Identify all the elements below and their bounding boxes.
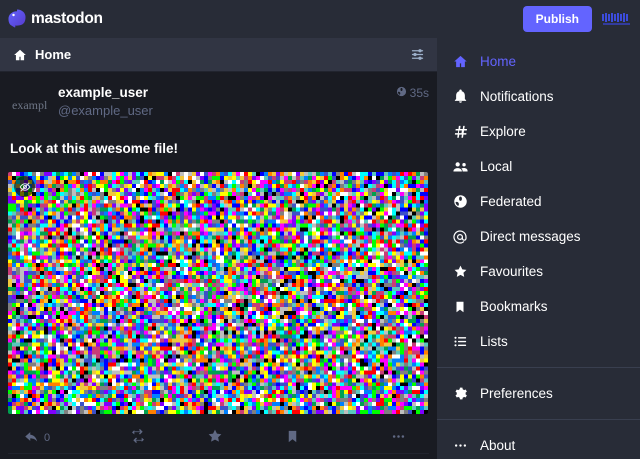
mastodon-elephant-icon	[8, 9, 26, 28]
reply-count: 0	[44, 431, 51, 444]
attached-image[interactable]	[8, 172, 428, 414]
status-header: exampl example_user @example_user	[8, 82, 429, 128]
status-post: exampl example_user @example_user	[0, 72, 437, 454]
sidebar-item-bookmarks[interactable]: Bookmarks	[437, 289, 640, 324]
sidebar-item-home[interactable]: Home	[437, 44, 640, 79]
sidebar-item-lists[interactable]: Lists	[437, 324, 640, 359]
ellipsis-icon	[451, 438, 469, 453]
navigation-sidebar: Home Notifications Explore Local	[437, 38, 640, 459]
home-icon	[13, 48, 27, 62]
sidebar-item-notifications[interactable]: Notifications	[437, 79, 640, 114]
account-link-redacted[interactable]	[601, 12, 632, 26]
status-names: example_user @example_user	[58, 82, 153, 120]
sidebar-item-favourites[interactable]: Favourites	[437, 254, 640, 289]
more-button[interactable]	[334, 429, 423, 447]
avatar-alt-text: exampl	[12, 98, 48, 112]
at-icon	[451, 229, 469, 245]
display-name[interactable]: example_user	[58, 85, 149, 100]
star-icon	[451, 264, 469, 279]
bookmark-icon	[451, 300, 469, 314]
list-icon	[451, 334, 469, 349]
reply-button[interactable]: 0	[14, 429, 101, 447]
boost-icon	[130, 428, 146, 447]
top-bar: mastodon Publish	[0, 0, 640, 38]
media-image-container[interactable]	[8, 172, 428, 414]
account-handle[interactable]: @example_user	[58, 103, 153, 118]
favourite-button[interactable]	[179, 428, 256, 447]
globe-icon	[396, 86, 407, 100]
status-action-bar: 0	[8, 422, 429, 454]
sidebar-item-federated[interactable]: Federated	[437, 184, 640, 219]
sidebar-item-local[interactable]: Local	[437, 149, 640, 184]
boost-button[interactable]	[101, 428, 178, 447]
sidebar-label: Favourites	[480, 263, 544, 279]
column-header[interactable]: Home	[0, 38, 437, 72]
sidebar-label: Home	[480, 53, 517, 69]
status-content: Look at this awesome file!	[10, 141, 179, 156]
sidebar-divider	[437, 367, 640, 368]
avatar[interactable]: exampl	[8, 82, 54, 128]
bell-icon	[451, 89, 469, 104]
sidebar-label: Bookmarks	[480, 298, 548, 314]
sidebar-item-explore[interactable]: Explore	[437, 114, 640, 149]
globe-icon	[451, 194, 469, 209]
sidebar-label: Direct messages	[480, 228, 581, 244]
sidebar-label: Preferences	[480, 385, 553, 401]
status-meta[interactable]: 35s	[396, 82, 429, 100]
load-more-button[interactable]: Load more	[0, 454, 437, 459]
sidebar-label: Federated	[480, 193, 542, 209]
ellipsis-icon	[391, 429, 406, 447]
hashtag-icon	[451, 124, 469, 139]
sidebar-label: Local	[480, 158, 513, 174]
sidebar-label: Explore	[480, 123, 526, 139]
column-header-title: Home	[35, 47, 72, 62]
sidebar-divider	[437, 419, 640, 420]
users-icon	[451, 158, 469, 175]
home-column: Home exampl exampl	[0, 38, 437, 459]
sidebar-label: Notifications	[480, 88, 554, 104]
eye-slash-icon[interactable]	[14, 176, 35, 197]
media-attachment	[8, 172, 428, 414]
sidebar-label: Lists	[480, 333, 508, 349]
home-icon	[451, 54, 469, 69]
logo-wordmark: mastodon	[31, 10, 103, 28]
star-icon	[207, 428, 223, 447]
sliders-icon[interactable]	[410, 47, 425, 62]
sidebar-item-preferences[interactable]: Preferences	[437, 376, 640, 411]
bookmark-button[interactable]	[256, 429, 333, 447]
timestamp: 35s	[409, 86, 429, 100]
body-split: Home exampl exampl	[0, 38, 640, 459]
top-bar-right: Publish	[522, 6, 632, 32]
sidebar-item-direct-messages[interactable]: Direct messages	[437, 219, 640, 254]
sidebar-label: About	[480, 437, 516, 453]
reply-icon	[24, 429, 39, 447]
gear-icon	[451, 386, 469, 401]
sidebar-item-about[interactable]: About	[437, 428, 640, 459]
mastodon-logo[interactable]: mastodon	[6, 8, 103, 30]
publish-button[interactable]: Publish	[522, 6, 592, 32]
bookmark-icon	[285, 429, 300, 447]
timeline-scroll[interactable]: exampl example_user @example_user	[0, 72, 437, 459]
